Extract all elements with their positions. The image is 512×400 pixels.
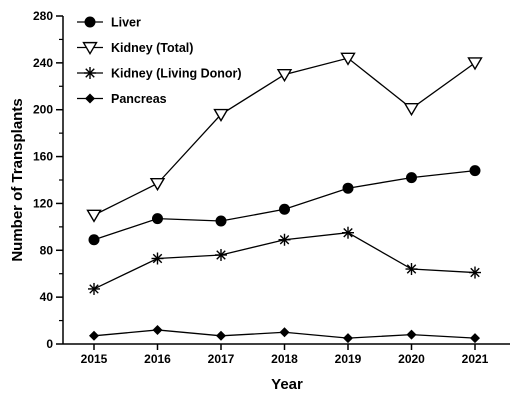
y-tick-label: 80 — [40, 243, 54, 257]
data-point — [280, 327, 290, 337]
data-point — [469, 58, 482, 69]
y-tick-label: 120 — [33, 196, 53, 210]
data-point — [89, 234, 100, 245]
x-tick-label: 2017 — [208, 352, 235, 366]
series-pancreas — [89, 325, 480, 343]
data-point — [216, 331, 226, 341]
legend-label: Kidney (Total) — [111, 41, 193, 55]
y-tick-label: 0 — [46, 337, 53, 351]
data-point — [406, 172, 417, 183]
data-point — [88, 210, 101, 221]
x-tick-label: 2018 — [271, 352, 298, 366]
legend-item: Liver — [77, 16, 141, 30]
data-point — [279, 234, 291, 246]
data-point — [152, 252, 164, 264]
legend-marker — [85, 17, 96, 28]
x-ticks: 2015 2016 2017 2018 2019 2020 2021 — [81, 344, 489, 366]
axes — [63, 16, 510, 344]
legend-marker — [84, 67, 96, 79]
y-tick-label: 240 — [33, 56, 53, 70]
data-point — [153, 325, 163, 335]
data-point — [470, 333, 480, 343]
data-point — [89, 331, 99, 341]
data-point — [152, 213, 163, 224]
x-tick-label: 2019 — [335, 352, 362, 366]
legend-item: Kidney (Living Donor) — [77, 67, 242, 81]
data-point — [343, 333, 353, 343]
data-point — [343, 183, 354, 194]
y-tick-label: 160 — [33, 150, 53, 164]
data-point — [151, 179, 164, 190]
data-point — [278, 70, 291, 81]
y-tick-label: 40 — [40, 290, 54, 304]
x-tick-label: 2020 — [398, 352, 425, 366]
x-tick-label: 2016 — [144, 352, 171, 366]
data-point — [216, 216, 227, 227]
data-point — [469, 267, 481, 279]
data-point — [406, 263, 418, 275]
legend-marker — [85, 94, 95, 104]
data-point — [215, 249, 227, 261]
legend-label: Pancreas — [111, 92, 167, 106]
y-tick-label: 280 — [33, 9, 53, 23]
x-tick-label: 2015 — [81, 352, 108, 366]
legend-item: Pancreas — [77, 92, 167, 106]
data-point — [405, 104, 418, 115]
series-kidney-living-donor — [88, 227, 481, 295]
data-point — [407, 330, 417, 340]
x-axis-title: Year — [271, 376, 303, 393]
data-point — [342, 227, 354, 239]
legend-item: Kidney (Total) — [77, 41, 193, 55]
y-ticks: 0 40 80 120 160 200 240 280 — [33, 9, 63, 351]
legend-label: Kidney (Living Donor) — [111, 67, 242, 81]
data-point — [88, 283, 100, 295]
series-liver — [89, 165, 481, 245]
data-point — [279, 204, 290, 215]
y-axis-title: Number of Transplants — [9, 98, 26, 261]
legend-label: Liver — [111, 16, 141, 30]
x-tick-label: 2021 — [462, 352, 489, 366]
legend: Liver Kidney (Total) Kidney (Living Donor)… — [77, 16, 242, 107]
data-point — [470, 165, 481, 176]
y-tick-label: 200 — [33, 103, 53, 117]
legend-marker — [84, 43, 97, 54]
